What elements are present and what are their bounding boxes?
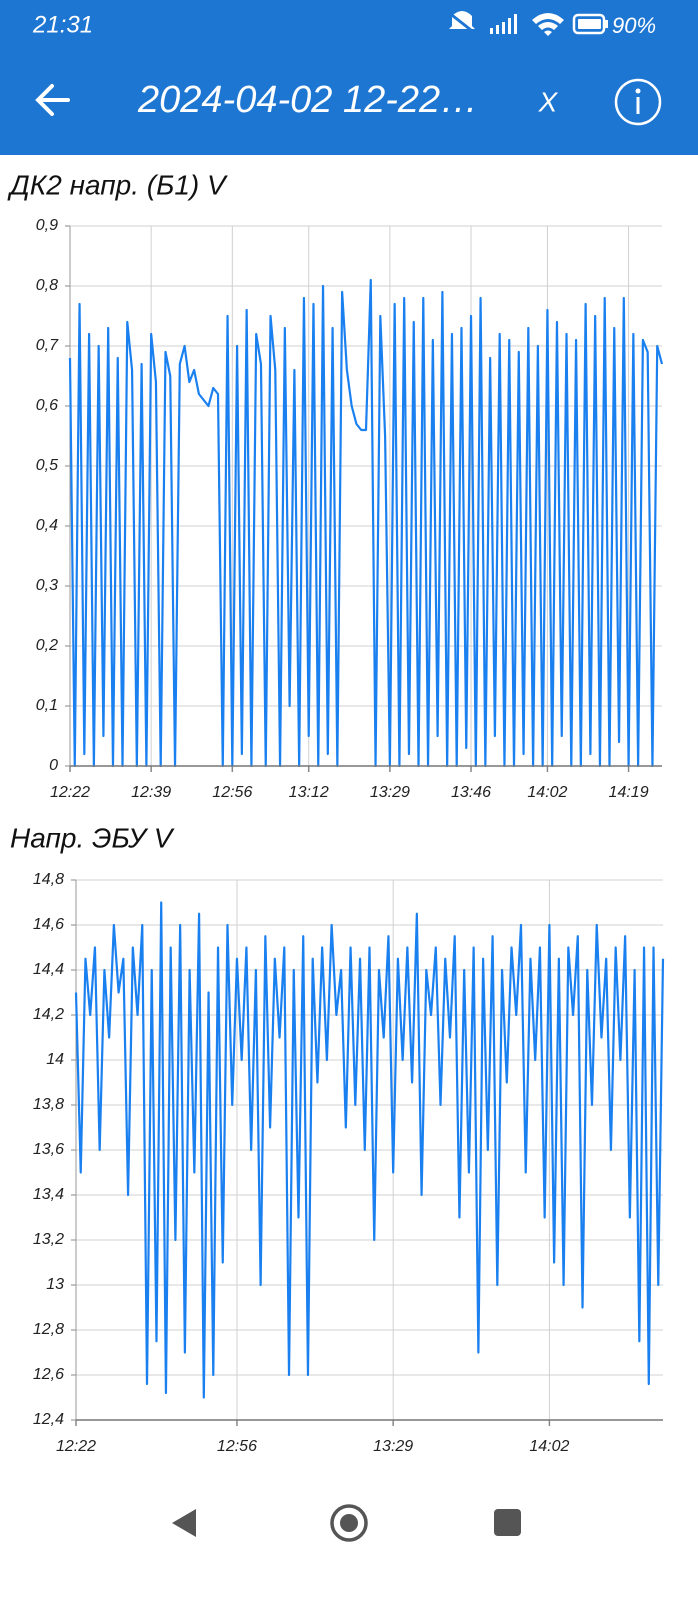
y-tick-label: 0,3 xyxy=(36,577,58,594)
nav-recents[interactable] xyxy=(494,1509,521,1536)
y-tick-label: 13,2 xyxy=(33,1231,64,1248)
y-tick-label: 0,2 xyxy=(36,637,58,654)
y-tick-label: 14,8 xyxy=(33,871,64,888)
y-tick-label: 12,8 xyxy=(33,1321,64,1338)
y-tick-label: 0,6 xyxy=(36,397,58,414)
signal-bar xyxy=(508,18,511,34)
signal-bar xyxy=(490,28,493,34)
y-tick-label: 13,6 xyxy=(33,1141,64,1158)
y-tick-label: 13 xyxy=(46,1276,64,1293)
y-tick-label: 0,8 xyxy=(36,277,58,294)
signal-bar xyxy=(502,22,505,34)
nav-home[interactable] xyxy=(330,1504,368,1542)
y-tick-label: 14 xyxy=(46,1051,64,1068)
x-tick-label: 12:22 xyxy=(50,784,90,801)
back-arrow-head xyxy=(35,84,54,116)
battery-text: 90% xyxy=(612,13,656,38)
data-line xyxy=(68,278,664,768)
y-tick-label: 14,4 xyxy=(33,961,64,978)
y-tick-label: 0,1 xyxy=(36,697,58,714)
y-tick-label: 12,6 xyxy=(33,1366,64,1383)
info-stem xyxy=(636,97,640,114)
chart-title: ДК2 напр. (Б1) V xyxy=(7,169,228,200)
battery-tip xyxy=(605,20,608,28)
y-tick-label: 14,6 xyxy=(33,916,64,933)
y-tick-label: 12,4 xyxy=(33,1411,64,1428)
nav-back[interactable] xyxy=(172,1509,196,1537)
data-line xyxy=(74,901,665,1399)
x-tick-label: 13:29 xyxy=(373,1438,413,1455)
info-button[interactable] xyxy=(614,78,662,126)
battery-outline xyxy=(572,13,606,35)
x-tick-label: 12:22 xyxy=(56,1438,96,1455)
status-time: 21:31 xyxy=(32,11,93,38)
bell-icon xyxy=(449,11,475,29)
x-tick-label: 12:56 xyxy=(212,784,252,801)
x-tick-label: 14:19 xyxy=(609,784,649,801)
battery-level xyxy=(578,19,601,29)
x-tick-label: 13:12 xyxy=(289,784,329,801)
y-tick-label: 0,4 xyxy=(36,517,58,534)
wifi-icon xyxy=(532,13,564,36)
nav-home-dot xyxy=(340,1514,358,1532)
close-button[interactable]: X xyxy=(538,86,559,117)
x-tick-label: 14:02 xyxy=(527,784,567,801)
signal-bar xyxy=(496,25,499,34)
x-tick-label: 13:46 xyxy=(451,784,491,801)
y-tick-label: 0,9 xyxy=(36,217,58,234)
y-tick-label: 13,8 xyxy=(33,1096,64,1113)
back-button[interactable] xyxy=(35,84,70,116)
x-tick-label: 14:02 xyxy=(529,1438,569,1455)
bell-slash xyxy=(447,10,477,36)
status-icons xyxy=(447,10,608,36)
info-circle xyxy=(614,78,662,126)
x-tick-label: 13:29 xyxy=(370,784,410,801)
y-tick-label: 0 xyxy=(49,757,58,774)
y-tick-label: 13,4 xyxy=(33,1186,64,1203)
signal-bar xyxy=(514,14,517,34)
app-title: 2024-04-02 12-22… xyxy=(137,79,478,121)
chart-title: Напр. ЭБУ V xyxy=(10,822,175,853)
info-dot xyxy=(635,88,641,94)
x-tick-label: 12:56 xyxy=(217,1438,257,1455)
y-tick-label: 14,2 xyxy=(33,1006,64,1023)
y-tick-label: 0,5 xyxy=(36,457,58,474)
y-tick-label: 0,7 xyxy=(36,337,59,354)
x-tick-label: 12:39 xyxy=(131,784,171,801)
